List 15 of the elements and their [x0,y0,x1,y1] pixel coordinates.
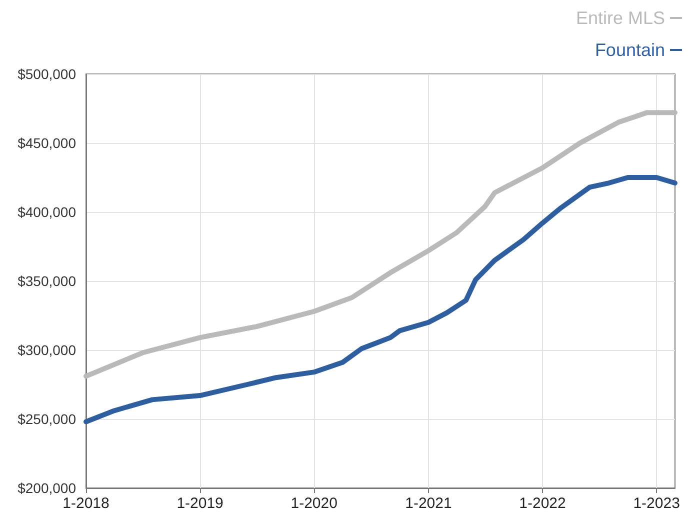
x-tick-label: 1-2021 [405,495,452,512]
legend-label: Entire MLS [576,8,665,28]
y-tick-label: $500,000 [18,66,76,82]
y-tick-label: $450,000 [18,135,76,151]
x-tick-label: 1-2020 [290,495,338,512]
x-tick-label: 1-2019 [176,495,224,512]
x-tick-label: 1-2022 [519,495,566,512]
y-tick-label: $350,000 [18,273,76,289]
x-tick-label: 1-2018 [62,495,110,512]
x-tick-label: 1-2023 [633,495,680,512]
legend-label: Fountain [594,40,665,60]
y-tick-label: $400,000 [18,204,76,220]
y-tick-label: $250,000 [18,411,76,427]
y-tick-label: $200,000 [18,480,76,496]
y-tick-label: $300,000 [18,342,76,358]
